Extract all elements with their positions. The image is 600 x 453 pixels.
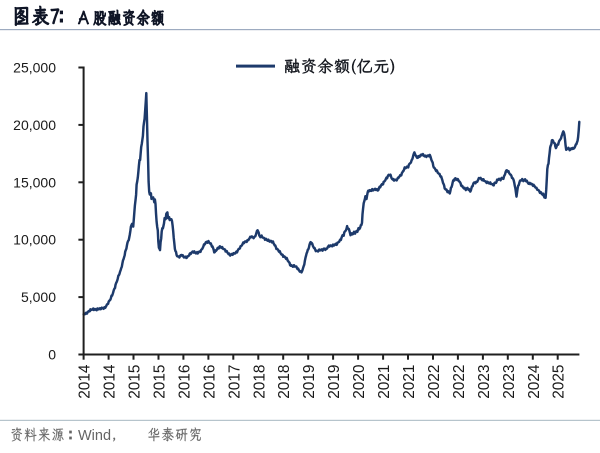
svg-text:2020: 2020 bbox=[351, 365, 368, 399]
svg-text:2022: 2022 bbox=[451, 365, 468, 399]
svg-text:2019: 2019 bbox=[301, 365, 318, 399]
svg-text:2025: 2025 bbox=[551, 365, 568, 399]
svg-text:2018: 2018 bbox=[276, 365, 293, 399]
svg-text:2023: 2023 bbox=[501, 365, 518, 399]
svg-text:2014: 2014 bbox=[77, 364, 94, 399]
svg-text:2024: 2024 bbox=[526, 364, 543, 399]
svg-text:2014: 2014 bbox=[102, 364, 119, 399]
svg-text:Wind: Wind bbox=[78, 428, 111, 444]
svg-text:2017: 2017 bbox=[226, 365, 243, 399]
svg-text:2021: 2021 bbox=[401, 365, 418, 399]
svg-text:25,000: 25,000 bbox=[13, 60, 56, 76]
svg-text:0: 0 bbox=[48, 347, 56, 363]
svg-text:20,000: 20,000 bbox=[13, 117, 56, 133]
svg-text:2022: 2022 bbox=[426, 365, 443, 399]
svg-text:2023: 2023 bbox=[476, 365, 493, 399]
svg-text:10,000: 10,000 bbox=[13, 232, 56, 248]
svg-text:2016: 2016 bbox=[201, 365, 218, 399]
svg-text:2016: 2016 bbox=[176, 365, 193, 399]
svg-text:5,000: 5,000 bbox=[21, 289, 56, 305]
svg-text:15,000: 15,000 bbox=[13, 174, 56, 190]
svg-text:2019: 2019 bbox=[326, 365, 343, 399]
svg-text:2018: 2018 bbox=[251, 365, 268, 399]
svg-text:2021: 2021 bbox=[376, 365, 393, 399]
svg-text:2015: 2015 bbox=[127, 365, 144, 399]
svg-text:2015: 2015 bbox=[152, 365, 169, 399]
